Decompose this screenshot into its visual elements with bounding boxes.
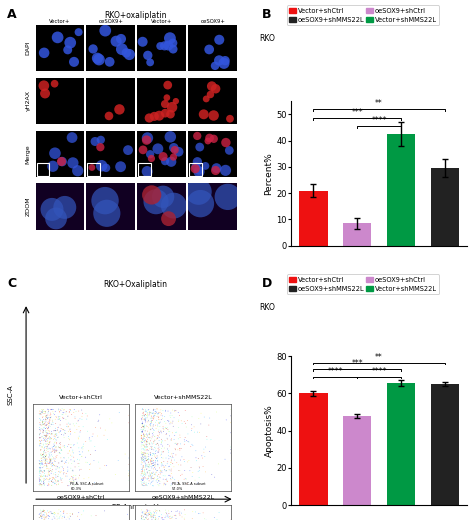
Text: ZOOM: ZOOM bbox=[26, 197, 31, 216]
Text: Vector+shCtrl: Vector+shCtrl bbox=[59, 395, 103, 400]
Text: oeSOX9+
shCtrl: oeSOX9+ shCtrl bbox=[99, 19, 123, 30]
Legend: Vector+shCtrl, oeSOX9+shMMS22L, oeSOX9+shCtrl, Vector+shMMS22L: Vector+shCtrl, oeSOX9+shMMS22L, oeSOX9+s… bbox=[287, 275, 439, 294]
Text: PE-Annexin V: PE-Annexin V bbox=[112, 504, 158, 510]
Text: oeSOX9+shMMS22L: oeSOX9+shMMS22L bbox=[151, 495, 215, 500]
Text: C: C bbox=[7, 277, 16, 290]
Text: RKO: RKO bbox=[260, 303, 275, 313]
Text: DAPI: DAPI bbox=[26, 41, 31, 55]
Text: oeSOX9+shCtrl: oeSOX9+shCtrl bbox=[57, 495, 105, 500]
Text: Vector+
shCtrl: Vector+ shCtrl bbox=[49, 19, 71, 30]
Text: RKO+Oxaliplatin: RKO+Oxaliplatin bbox=[103, 280, 167, 290]
Legend: Vector+shCtrl, oeSOX9+shMMS22L, oeSOX9+shCtrl, Vector+shMMS22L: Vector+shCtrl, oeSOX9+shMMS22L, oeSOX9+s… bbox=[287, 5, 439, 25]
Text: γH2AX: γH2AX bbox=[26, 90, 31, 111]
Text: RKO+oxaliplatin: RKO+oxaliplatin bbox=[104, 11, 166, 20]
Text: oeSOX9+
shMMS22L: oeSOX9+ shMMS22L bbox=[199, 19, 227, 30]
Text: Vector+shMMS22L: Vector+shMMS22L bbox=[154, 395, 212, 400]
Text: B: B bbox=[262, 8, 271, 21]
Text: A: A bbox=[7, 8, 17, 21]
Text: Vector+
shMMS22L: Vector+ shMMS22L bbox=[148, 19, 176, 30]
Text: RKO: RKO bbox=[260, 34, 275, 43]
Text: Merge: Merge bbox=[26, 144, 31, 164]
Text: D: D bbox=[262, 277, 272, 290]
Text: SSC-A: SSC-A bbox=[8, 384, 14, 405]
